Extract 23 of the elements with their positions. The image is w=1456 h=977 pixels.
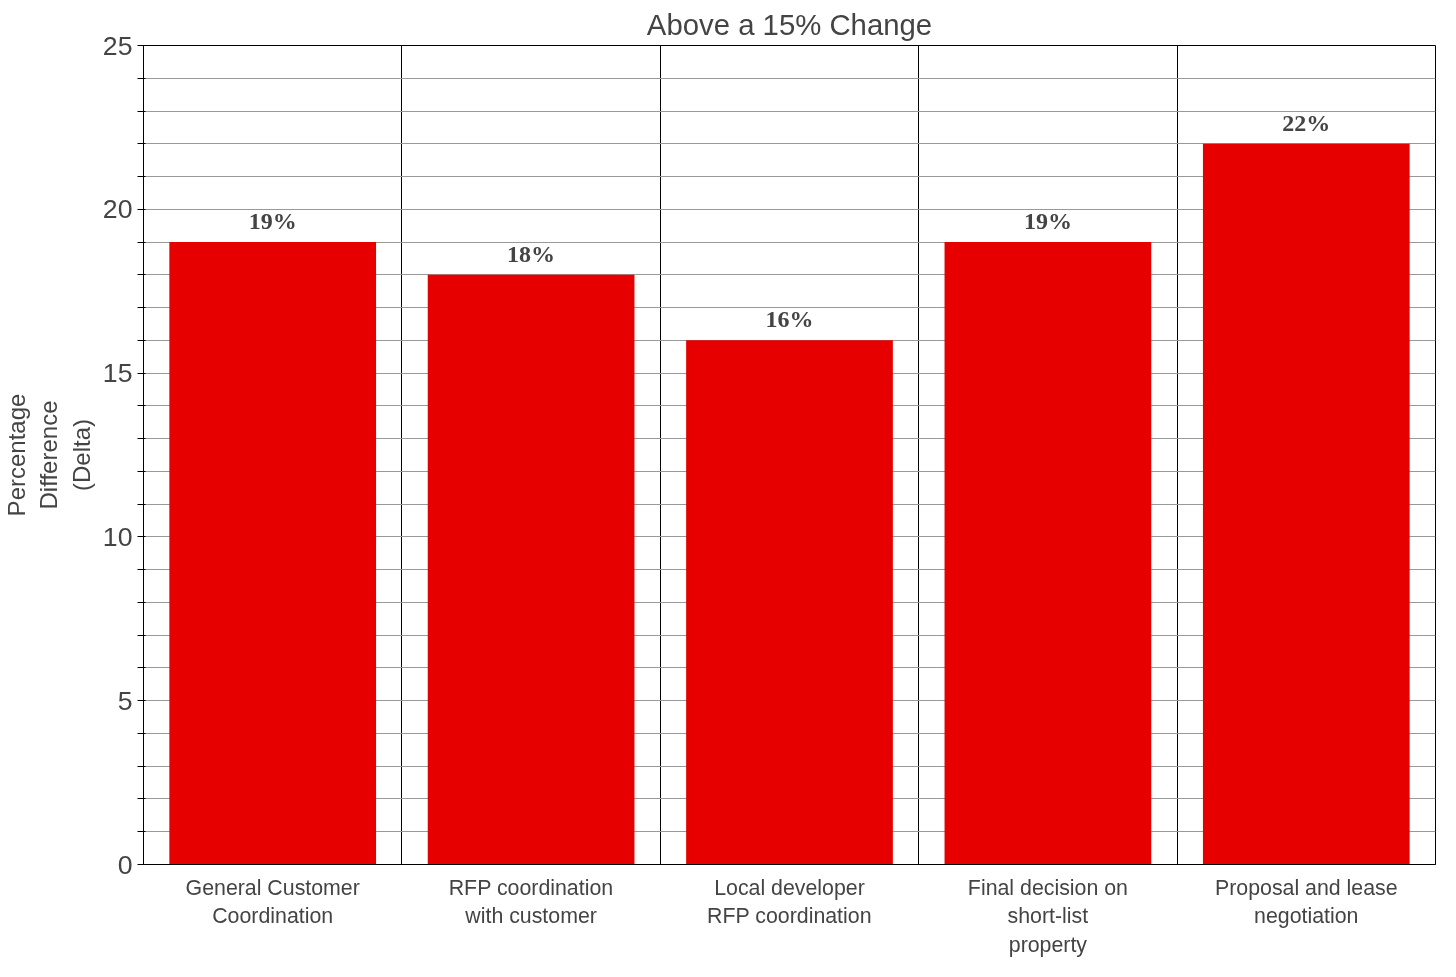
y-tick-label: 15	[102, 358, 133, 389]
data-label: 22%	[1282, 109, 1331, 136]
x-tick-label: Local developer RFP coordination	[707, 875, 872, 929]
bar	[944, 242, 1152, 865]
data-label: 16%	[765, 306, 814, 333]
bar	[1202, 143, 1410, 865]
x-tick-label: Proposal and lease negotiation	[1215, 875, 1398, 929]
y-tick-label: 10	[102, 521, 133, 552]
y-tick-label: 0	[117, 849, 133, 880]
bar	[169, 242, 377, 865]
bar	[686, 340, 893, 865]
y-axis-title: Percentage Difference (Delta)	[3, 393, 95, 517]
data-label: 18%	[507, 240, 556, 267]
bar	[427, 274, 635, 865]
y-tick-label: 5	[117, 685, 133, 716]
x-tick-label: General Customer Coordination	[185, 875, 360, 929]
x-tick-label: RFP coordination with customer	[448, 875, 614, 929]
x-tick-label: Final decision on short-list property	[967, 875, 1128, 958]
chart-title: Above a 15% Change	[646, 7, 933, 41]
data-label: 19%	[248, 208, 297, 235]
data-label: 19%	[1023, 208, 1072, 235]
y-tick-label: 20	[102, 194, 133, 225]
y-tick-label: 25	[102, 30, 133, 61]
